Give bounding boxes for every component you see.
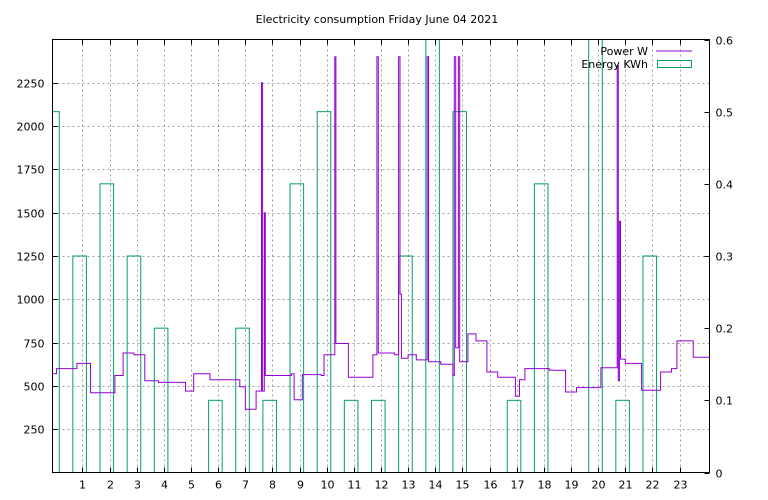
energy-box [126, 255, 142, 473]
x-tick-label: 19 [565, 479, 579, 492]
energy-box [99, 183, 115, 473]
y2-tick-label: 0.3 [716, 251, 734, 264]
x-tick-label: 8 [269, 479, 276, 492]
y-tick-label: 750 [24, 338, 45, 351]
x-tick-label: 10 [321, 479, 335, 492]
x-tick-label: 12 [375, 479, 389, 492]
energy-box [289, 183, 305, 473]
energy-box [343, 399, 359, 474]
energy-box [642, 255, 658, 473]
x-tick-label: 9 [297, 479, 304, 492]
energy-box [52, 111, 60, 474]
y-tick-label: 1000 [17, 294, 45, 307]
y-tick-label: 1750 [17, 164, 45, 177]
x-tick-label: 15 [456, 479, 470, 492]
legend-label-power: Power W [600, 45, 648, 58]
x-tick-label: 4 [161, 479, 168, 492]
y-tick-label: 2250 [17, 78, 45, 91]
legend-label-energy: Energy KWh [581, 58, 648, 71]
legend-swatch-energy [657, 60, 692, 68]
energy-box [370, 399, 386, 474]
y2-tick-label: 0.6 [716, 35, 734, 48]
y-tick-label: 500 [24, 381, 45, 394]
energy-box [398, 255, 413, 473]
y2-tick-label: 0.5 [716, 107, 734, 120]
y-tick-label: 1250 [17, 251, 45, 264]
axis-ticks: 1 2 3 4 5 6 7 8 9 10 11 12 13 14 15 16 17 18 19 20 21 22 23250… [17, 35, 734, 492]
x-tick-label: 14 [429, 479, 443, 492]
x-tick-label: 5 [188, 479, 195, 492]
y2-tick-label: 0.1 [716, 395, 734, 408]
energy-box [262, 399, 277, 474]
grid-lines [52, 39, 710, 473]
y-tick-label: 1500 [17, 208, 45, 221]
y-tick-label: 2000 [17, 121, 45, 134]
energy-box [72, 255, 87, 473]
x-tick-label: 16 [484, 479, 498, 492]
energy-box [208, 399, 223, 474]
power-line-layer [52, 56, 710, 410]
x-tick-label: 21 [619, 479, 633, 492]
power-line [52, 56, 710, 410]
y2-tick-label: 0 [716, 468, 723, 481]
x-tick-label: 7 [242, 479, 249, 492]
energy-box [316, 111, 332, 474]
x-tick-label: 17 [511, 479, 525, 492]
x-tick-label: 1 [79, 479, 86, 492]
y2-tick-label: 0.2 [716, 323, 734, 336]
energy-box [506, 399, 522, 474]
energy-box [235, 327, 250, 473]
x-tick-label: 23 [674, 479, 688, 492]
energy-box [588, 39, 603, 473]
x-tick-label: 22 [646, 479, 660, 492]
energy-box [615, 399, 630, 474]
chart-title: Electricity consumption Friday June 04 2… [256, 13, 499, 26]
energy-box [533, 183, 549, 473]
y-tick-label: 250 [24, 424, 45, 437]
x-tick-label: 20 [592, 479, 606, 492]
x-tick-label: 11 [348, 479, 362, 492]
x-tick-label: 3 [134, 479, 141, 492]
energy-box [153, 327, 169, 473]
x-tick-label: 6 [215, 479, 222, 492]
y2-tick-label: 0.4 [716, 179, 734, 192]
x-tick-label: 18 [538, 479, 552, 492]
x-tick-label: 13 [402, 479, 416, 492]
legend: Power W Energy KWh [581, 45, 692, 71]
x-tick-label: 2 [107, 479, 114, 492]
